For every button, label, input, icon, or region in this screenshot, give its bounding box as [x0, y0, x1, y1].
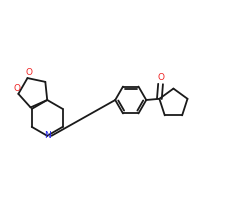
Text: N: N — [44, 131, 51, 140]
Text: O: O — [25, 68, 32, 77]
Text: O: O — [157, 73, 164, 82]
Text: O: O — [14, 84, 21, 93]
